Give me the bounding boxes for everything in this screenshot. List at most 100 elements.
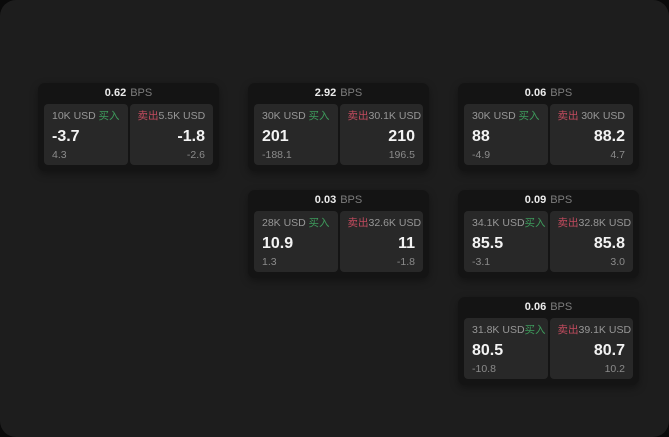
buy-price: 201 bbox=[262, 127, 289, 145]
sell-panel[interactable]: 卖出 32.6K USD 11 -1.8 bbox=[339, 211, 423, 272]
card-header: 0.09 BPS bbox=[464, 190, 633, 211]
buy-panel-header: 34.1K USD 买入 bbox=[472, 217, 546, 229]
buy-side-label: 买入 bbox=[524, 217, 546, 229]
quote-panels: 30K USD 买入 88 -4.9 卖出 30K USD 88.2 4.7 bbox=[464, 104, 633, 165]
sell-price: 88.2 bbox=[593, 127, 625, 145]
bps-unit: BPS bbox=[550, 87, 573, 99]
sell-panel[interactable]: 卖出 39.1K USD 80.7 10.2 bbox=[549, 318, 633, 379]
buy-panel-header: 30K USD 买入 bbox=[262, 111, 330, 122]
card-header: 2.92 BPS bbox=[254, 83, 423, 104]
buy-panel[interactable]: 30K USD 买入 201 -188.1 bbox=[254, 104, 338, 165]
buy-sub-value: 1.3 bbox=[262, 255, 277, 268]
buy-panel[interactable]: 30K USD 买入 88 -4.9 bbox=[464, 104, 548, 165]
sell-side-label: 卖出 bbox=[557, 110, 579, 122]
buy-sub-value: -10.8 bbox=[472, 362, 496, 375]
buy-sub-value: -4.9 bbox=[472, 148, 491, 161]
buy-amount: 31.8K USD bbox=[472, 324, 525, 336]
buy-sub-value: -188.1 bbox=[262, 148, 292, 161]
card-header: 0.62 BPS bbox=[44, 83, 213, 104]
quote-panels: 30K USD 买入 201 -188.1 卖出 30.1K USD 210 1… bbox=[254, 104, 423, 165]
quote-panels: 28K USD 买入 10.9 1.3 卖出 32.6K USD 11 -1.8 bbox=[254, 211, 423, 272]
sell-side-label: 卖出 bbox=[347, 217, 369, 229]
buy-price: 85.5 bbox=[472, 234, 504, 252]
buy-price: 10.9 bbox=[262, 234, 294, 252]
sell-amount: 30K USD bbox=[581, 110, 625, 122]
sell-sub-value: 3.0 bbox=[610, 255, 625, 268]
sell-panel[interactable]: 卖出 30K USD 88.2 4.7 bbox=[549, 104, 633, 165]
sell-price: 85.8 bbox=[593, 234, 625, 252]
bps-unit: BPS bbox=[550, 194, 573, 206]
sell-side-label: 卖出 bbox=[347, 110, 369, 122]
bps-value: 2.92 bbox=[314, 87, 337, 99]
sell-sub-value: 10.2 bbox=[604, 362, 625, 375]
sell-panel-header: 卖出 30.1K USD bbox=[347, 110, 422, 122]
quote-card: 2.92 BPS 30K USD 买入 201 -188.1 卖出 30.1K … bbox=[248, 83, 429, 171]
sell-sub-value: 4.7 bbox=[610, 148, 625, 161]
sell-panel[interactable]: 卖出 32.8K USD 85.8 3.0 bbox=[549, 211, 633, 272]
bps-value: 0.03 bbox=[314, 194, 337, 206]
buy-price: 80.5 bbox=[472, 341, 504, 359]
buy-price: -3.7 bbox=[52, 127, 80, 145]
buy-amount: 28K USD bbox=[262, 217, 306, 229]
buy-sub-value: 4.3 bbox=[52, 148, 67, 161]
sell-amount: 30.1K USD bbox=[368, 110, 422, 122]
sell-price: 11 bbox=[398, 234, 415, 252]
sell-sub-value: -2.6 bbox=[186, 148, 205, 161]
sell-sub-value: 196.5 bbox=[388, 148, 415, 161]
quote-panels: 34.1K USD 买入 85.5 -3.1 卖出 32.8K USD 85.8… bbox=[464, 211, 633, 272]
sell-sub-value: -1.8 bbox=[396, 255, 415, 268]
buy-side-label: 买入 bbox=[308, 110, 330, 122]
bps-value: 0.06 bbox=[524, 301, 547, 313]
buy-panel[interactable]: 10K USD 买入 -3.7 4.3 bbox=[44, 104, 128, 165]
buy-panel[interactable]: 34.1K USD 买入 85.5 -3.1 bbox=[464, 211, 548, 272]
quote-card: 0.03 BPS 28K USD 买入 10.9 1.3 卖出 32.6K US… bbox=[248, 190, 429, 278]
sell-panel-header: 卖出 32.8K USD bbox=[557, 217, 632, 229]
buy-panel[interactable]: 28K USD 买入 10.9 1.3 bbox=[254, 211, 338, 272]
card-header: 0.06 BPS bbox=[464, 83, 633, 104]
buy-side-label: 买入 bbox=[308, 217, 330, 229]
bps-value: 0.62 bbox=[104, 87, 127, 99]
sell-side-label: 卖出 bbox=[137, 110, 159, 122]
sell-price: 80.7 bbox=[593, 341, 625, 359]
bps-unit: BPS bbox=[130, 87, 153, 99]
card-header: 0.03 BPS bbox=[254, 190, 423, 211]
card-header: 0.06 BPS bbox=[464, 297, 633, 318]
sell-side-label: 卖出 bbox=[557, 324, 579, 336]
bps-value: 0.09 bbox=[524, 194, 547, 206]
quote-card: 0.06 BPS 31.8K USD 买入 80.5 -10.8 卖出 39.1… bbox=[458, 297, 639, 385]
buy-amount: 34.1K USD bbox=[472, 217, 525, 229]
sell-panel-header: 卖出 39.1K USD bbox=[557, 324, 632, 336]
sell-panel-header: 卖出 30K USD bbox=[558, 111, 626, 122]
bps-unit: BPS bbox=[340, 87, 363, 99]
quote-card: 0.06 BPS 30K USD 买入 88 -4.9 卖出 30K USD 8… bbox=[458, 83, 639, 171]
buy-sub-value: -3.1 bbox=[472, 255, 491, 268]
quote-card: 0.62 BPS 10K USD 买入 -3.7 4.3 卖出 5.5K USD… bbox=[38, 83, 219, 171]
bps-value: 0.06 bbox=[524, 87, 547, 99]
sell-panel-header: 卖出 32.6K USD bbox=[347, 217, 422, 229]
buy-amount: 30K USD bbox=[472, 110, 516, 122]
sell-price: 210 bbox=[388, 127, 415, 145]
quote-panels: 31.8K USD 买入 80.5 -10.8 卖出 39.1K USD 80.… bbox=[464, 318, 633, 379]
buy-panel-header: 30K USD 买入 bbox=[472, 111, 540, 122]
buy-amount: 10K USD bbox=[52, 110, 96, 122]
sell-side-label: 卖出 bbox=[557, 217, 579, 229]
sell-panel[interactable]: 卖出 5.5K USD -1.8 -2.6 bbox=[129, 104, 213, 165]
quote-card: 0.09 BPS 34.1K USD 买入 85.5 -3.1 卖出 32.8K… bbox=[458, 190, 639, 278]
sell-amount: 5.5K USD bbox=[158, 110, 206, 122]
sell-amount: 39.1K USD bbox=[578, 324, 632, 336]
quote-card-grid: 0.62 BPS 10K USD 买入 -3.7 4.3 卖出 5.5K USD… bbox=[38, 83, 639, 385]
bps-unit: BPS bbox=[340, 194, 363, 206]
buy-side-label: 买入 bbox=[524, 324, 546, 336]
buy-panel[interactable]: 31.8K USD 买入 80.5 -10.8 bbox=[464, 318, 548, 379]
sell-price: -1.8 bbox=[177, 127, 205, 145]
bps-unit: BPS bbox=[550, 301, 573, 313]
buy-price: 88 bbox=[472, 127, 490, 145]
sell-amount: 32.8K USD bbox=[578, 217, 632, 229]
sell-panel-header: 卖出 5.5K USD bbox=[138, 111, 206, 122]
buy-side-label: 买入 bbox=[98, 110, 120, 122]
buy-panel-header: 28K USD 买入 bbox=[262, 218, 330, 229]
buy-panel-header: 31.8K USD 买入 bbox=[472, 324, 546, 336]
buy-panel-header: 10K USD 买入 bbox=[52, 111, 120, 122]
sell-panel[interactable]: 卖出 30.1K USD 210 196.5 bbox=[339, 104, 423, 165]
